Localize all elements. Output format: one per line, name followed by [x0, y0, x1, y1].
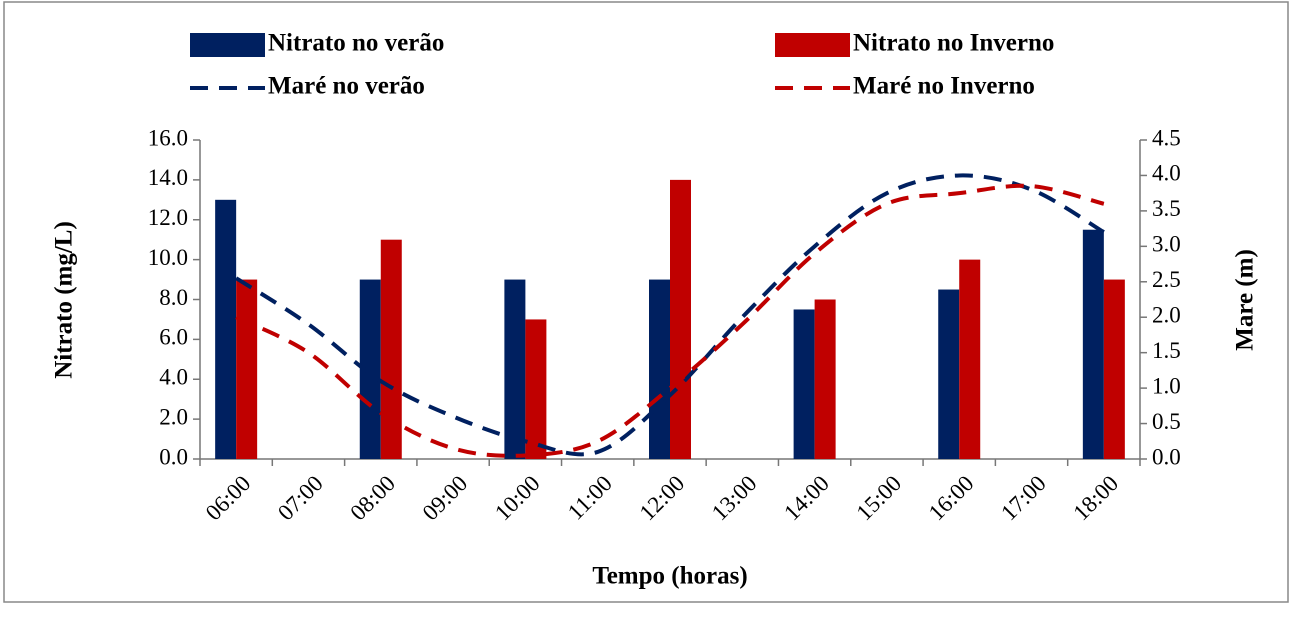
bar: [525, 319, 547, 459]
bar: [814, 299, 836, 459]
legend-label: Maré no verão: [268, 73, 425, 100]
x-tick-label: 16:00: [924, 471, 979, 526]
y2-tick-label: 3.0: [1152, 232, 1181, 257]
legend-label: Nitrato no verão: [268, 30, 444, 57]
y2-tick-label: 3.5: [1152, 196, 1181, 221]
legend-swatch: [775, 33, 850, 57]
bar: [215, 199, 237, 459]
bar: [504, 279, 526, 459]
bar: [649, 279, 670, 459]
legend-label: Maré no Inverno: [853, 73, 1035, 100]
bar: [236, 279, 258, 459]
bar: [359, 279, 381, 459]
x-tick-label: 10:00: [490, 471, 545, 526]
line: [235, 173, 1105, 457]
x-tick-label: 06:00: [201, 471, 256, 526]
x-axis-title: Tempo (horas): [592, 563, 747, 590]
x-tick-label: 17:00: [996, 471, 1051, 526]
y-tick-label: 2.0: [159, 404, 188, 429]
x-tick-label: 18:00: [1068, 471, 1123, 526]
y-tick-label: 4.0: [159, 365, 188, 390]
x-tick-label: 11:00: [563, 471, 617, 525]
x-tick-label: 09:00: [418, 471, 473, 526]
bar: [938, 289, 960, 459]
y-tick-label: 8.0: [159, 285, 188, 310]
y2-tick-label: 0.5: [1152, 409, 1181, 434]
bar: [1103, 279, 1125, 459]
y2-tick-label: 4.0: [1152, 161, 1181, 186]
y-tick-label: 16.0: [148, 125, 188, 150]
x-tick-label: 07:00: [273, 471, 328, 526]
y2-tick-label: 2.5: [1152, 267, 1181, 292]
y2-tick-label: 0.0: [1152, 444, 1181, 469]
y-tick-label: 0.0: [159, 444, 188, 469]
y-tick-label: 12.0: [148, 205, 188, 230]
x-tick-label: 14:00: [779, 471, 834, 526]
y2-tick-label: 1.0: [1152, 373, 1181, 398]
line: [235, 183, 1105, 458]
y-tick-label: 10.0: [148, 245, 188, 270]
y2-tick-label: 1.5: [1152, 338, 1181, 363]
legend-label: Nitrato no Inverno: [853, 30, 1054, 57]
y-axis-title: Nitrato (mg/L): [51, 221, 78, 379]
x-tick-label: 15:00: [851, 471, 906, 526]
x-tick-label: 13:00: [707, 471, 762, 526]
y2-tick-label: 2.0: [1152, 303, 1181, 328]
bar: [380, 239, 402, 459]
y2-tick-label: 4.5: [1152, 125, 1181, 150]
x-tick-label: 08:00: [345, 471, 400, 526]
bar: [1082, 229, 1104, 459]
chart-border: [3, 1, 1289, 603]
y-tick-label: 6.0: [159, 325, 188, 350]
bar: [793, 309, 815, 459]
bar: [670, 179, 691, 459]
y2-axis-title: Mare (m): [1232, 249, 1259, 351]
legend-swatch: [190, 33, 265, 57]
y-tick-label: 14.0: [148, 165, 188, 190]
x-tick-label: 12:00: [635, 471, 690, 526]
bar: [959, 259, 981, 459]
